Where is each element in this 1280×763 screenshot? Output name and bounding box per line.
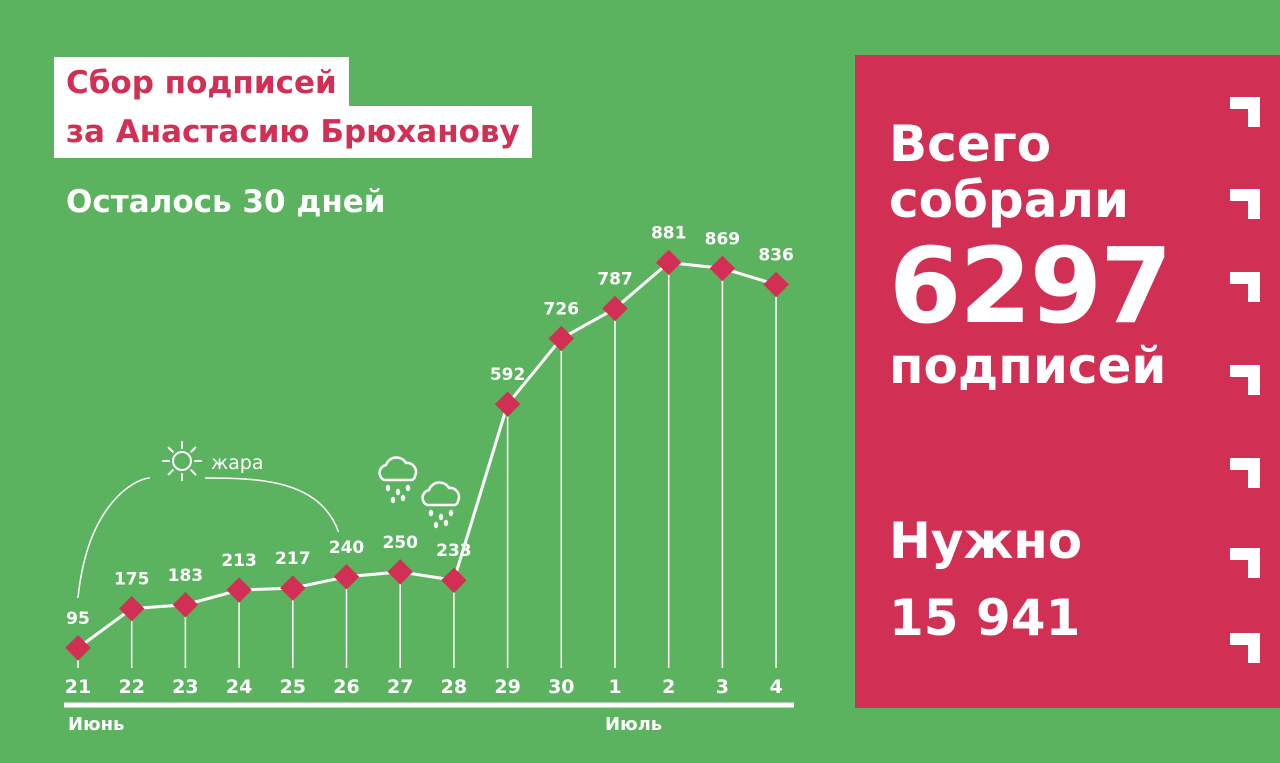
data-point [118, 595, 145, 622]
data-point [709, 255, 736, 282]
month-label: Июнь [68, 714, 124, 735]
title-line-2: за Анастасию Брюханову [54, 106, 532, 158]
data-point [441, 567, 467, 593]
data-label: 95 [66, 609, 90, 629]
data-label: 240 [329, 538, 365, 558]
x-tick-label: 27 [387, 676, 413, 698]
x-tick-label: 25 [280, 676, 306, 698]
total-label-line2: собрали [889, 171, 1130, 229]
data-point [763, 271, 789, 298]
x-tick-label: 3 [716, 676, 729, 698]
data-label: 881 [651, 223, 687, 243]
data-point [602, 295, 628, 322]
rain-cloud-icon [421, 481, 461, 529]
sun-ray [190, 446, 197, 453]
sun-icon [172, 451, 192, 471]
x-tick-label: 21 [65, 676, 91, 698]
x-tick-label: 22 [118, 676, 144, 698]
data-label: 726 [544, 299, 580, 319]
x-tick-label: 4 [769, 676, 782, 698]
sun-ray [167, 446, 174, 453]
x-tick-label: 29 [494, 676, 520, 698]
corner-decoration [1230, 633, 1260, 663]
sun-ray [167, 469, 174, 476]
series-line [77, 260, 777, 650]
corner-decoration [1230, 189, 1260, 219]
data-label: 836 [758, 246, 794, 266]
x-tick-label: 2 [662, 676, 675, 698]
data-label: 869 [705, 229, 741, 249]
data-point [65, 635, 91, 661]
data-label: 250 [382, 533, 418, 553]
x-tick-label: 24 [226, 676, 252, 698]
data-point [387, 559, 413, 585]
need-value: 15 941 [889, 589, 1081, 647]
data-label: 213 [221, 551, 257, 571]
data-point [172, 592, 199, 618]
sun-ray [190, 469, 197, 476]
summary-panel: Всего собрали 6297 подписей Нужно 15 941 [855, 55, 1280, 708]
data-label: 175 [114, 570, 150, 590]
need-label: Нужно [889, 512, 1083, 570]
total-label-line1: Всего [889, 115, 1052, 173]
corner-decoration [1230, 272, 1260, 302]
heat-label: жара [211, 452, 263, 474]
corner-decoration [1230, 97, 1260, 127]
x-tick-label: 30 [548, 676, 574, 698]
total-unit: подписей [889, 337, 1167, 395]
data-point [226, 577, 252, 603]
corner-decoration [1230, 458, 1260, 488]
heat-period-arc [77, 477, 340, 598]
data-point [280, 575, 306, 601]
x-tick-label: 28 [441, 676, 467, 698]
x-tick-label: 1 [608, 676, 621, 698]
data-label: 787 [597, 270, 633, 290]
title-line-1: Сбор подписей [54, 57, 349, 109]
data-label: 183 [168, 566, 204, 586]
total-value: 6297 [889, 225, 1172, 347]
data-label: 217 [275, 549, 311, 569]
data-point [333, 564, 360, 590]
subtitle: Осталось 30 дней [66, 184, 386, 220]
month-label: Июль [605, 714, 662, 735]
data-point [548, 325, 575, 352]
rain-cloud-icon [378, 456, 418, 504]
corner-decoration [1230, 365, 1260, 395]
corner-decoration [1230, 548, 1260, 578]
data-label: 592 [490, 365, 526, 385]
data-label: 233 [436, 541, 472, 561]
x-tick-label: 23 [172, 676, 198, 698]
x-tick-label: 26 [333, 676, 359, 698]
